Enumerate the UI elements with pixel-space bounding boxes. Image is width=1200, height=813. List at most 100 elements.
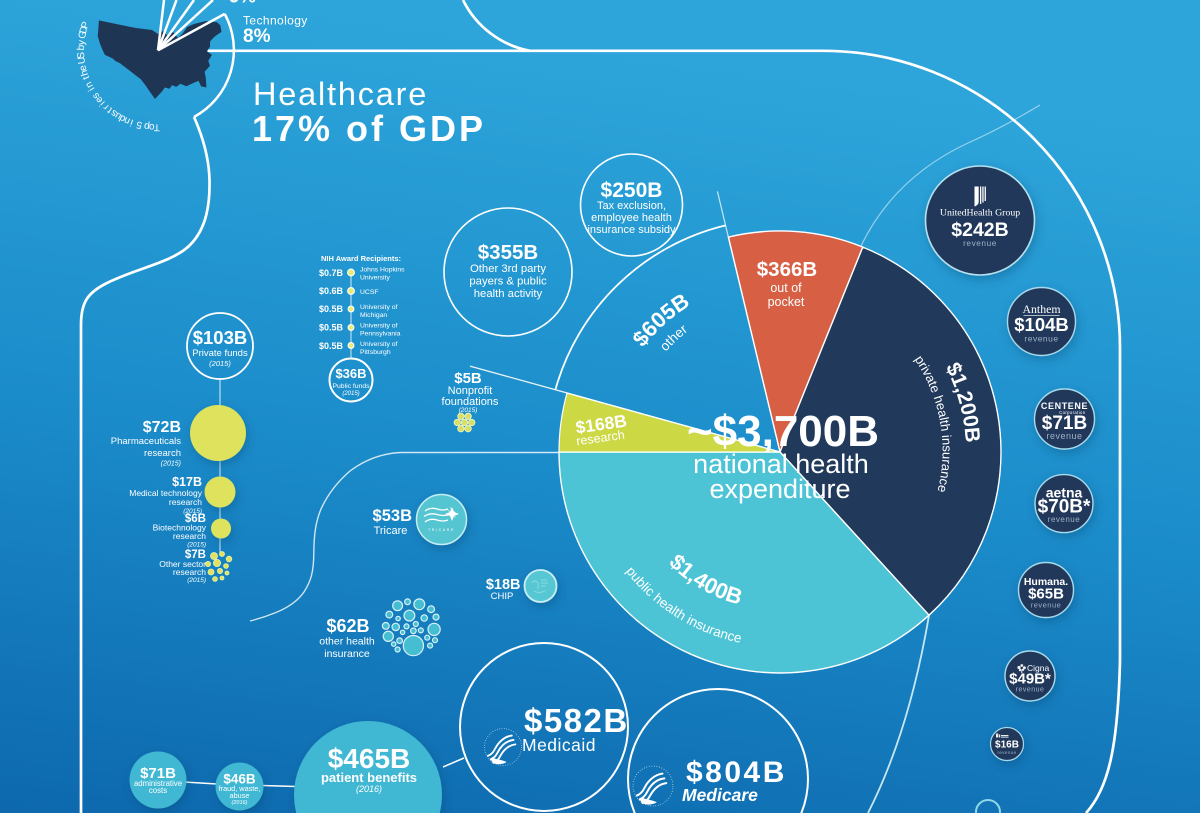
svg-text:$46B: $46B [223, 772, 256, 787]
svg-text:$17B: $17B [172, 475, 202, 489]
svg-text:$49B*: $49B* [1009, 671, 1051, 688]
svg-text:17% of GDP: 17% of GDP [252, 108, 486, 149]
svg-text:University of: University of [360, 341, 398, 348]
svg-text:University of: University of [360, 304, 398, 311]
svg-text:(2015): (2015) [187, 542, 206, 549]
svg-text:NIH Award Recipients:: NIH Award Recipients: [321, 254, 401, 263]
svg-text:$5B: $5B [454, 370, 482, 387]
svg-text:$0.5B: $0.5B [319, 341, 344, 351]
svg-text:$0.6B: $0.6B [319, 286, 344, 296]
svg-text:i: i [98, 99, 107, 108]
svg-text:6%: 6% [229, 0, 257, 8]
svg-text:research: research [575, 428, 625, 449]
svg-text:insurance: insurance [324, 648, 370, 660]
svg-text:p: p [143, 120, 151, 132]
svg-text:s: s [109, 107, 119, 119]
svg-text:Corporation: Corporation [1059, 410, 1086, 415]
svg-text:$62B: $62B [326, 616, 369, 636]
svg-text:patient benefits: patient benefits [321, 770, 417, 785]
svg-text:$6B: $6B [185, 513, 206, 525]
svg-text:Humana.: Humana. [1024, 576, 1068, 588]
svg-text:(2015): (2015) [342, 391, 359, 397]
svg-text:revenue: revenue [1046, 431, 1082, 441]
svg-text:revenue: revenue [963, 239, 997, 248]
svg-text:payers & public: payers & public [469, 276, 547, 288]
svg-text:expenditure: expenditure [709, 474, 850, 504]
svg-text:$72B: $72B [143, 419, 181, 436]
svg-text:TRICARE: TRICARE [428, 528, 455, 532]
svg-text:(2015): (2015) [183, 508, 202, 515]
svg-text:d: d [118, 112, 128, 124]
svg-text:revenue: revenue [1016, 687, 1045, 694]
svg-text:$804B: $804B [686, 756, 787, 789]
svg-text:University: University [360, 275, 390, 282]
svg-text:national health: national health [693, 449, 869, 479]
svg-text:$71B: $71B [140, 765, 176, 782]
svg-text:S: S [76, 51, 87, 59]
svg-text:Nonprofit: Nonprofit [448, 385, 493, 397]
svg-text:Cigna: Cigna [1027, 663, 1049, 673]
svg-text:UCSF: UCSF [360, 289, 379, 296]
svg-text:aetna: aetna [1046, 485, 1083, 501]
svg-text:8%: 8% [243, 26, 271, 47]
svg-text:$242B: $242B [951, 219, 1008, 241]
svg-text:administrative: administrative [134, 779, 182, 788]
svg-text:UnitedHealth Group: UnitedHealth Group [940, 208, 1020, 219]
svg-text:(2015): (2015) [161, 461, 181, 468]
svg-text:b: b [76, 44, 87, 50]
svg-text:employee health: employee health [591, 212, 672, 224]
svg-text:foundations: foundations [442, 396, 499, 408]
svg-text:$582B: $582B [524, 702, 629, 739]
svg-text:costs: costs [149, 786, 167, 795]
svg-text:P: P [79, 20, 92, 30]
svg-text:Tax exclusion,: Tax exclusion, [597, 200, 666, 212]
svg-text:$53B: $53B [373, 507, 413, 525]
svg-text:Medicaid: Medicaid [522, 735, 596, 755]
svg-text:(2015): (2015) [459, 407, 478, 414]
svg-text:t: t [105, 105, 114, 115]
svg-text:$103B: $103B [193, 327, 248, 348]
svg-text:Medical technology: Medical technology [129, 488, 203, 498]
svg-text:D: D [78, 25, 91, 35]
svg-text:pocket: pocket [768, 295, 805, 309]
svg-text:health activity: health activity [474, 288, 543, 300]
svg-text:i: i [87, 85, 98, 92]
svg-text:other health: other health [319, 636, 375, 648]
svg-text:Pennsylvania: Pennsylvania [360, 331, 401, 338]
svg-text:$0.5B: $0.5B [319, 323, 344, 333]
svg-text:CENTENE: CENTENE [1041, 401, 1088, 411]
svg-text:Anthem: Anthem [1022, 302, 1060, 316]
svg-text:fraud, waste,: fraud, waste, [219, 784, 261, 793]
svg-text:CHIP: CHIP [491, 591, 514, 602]
svg-text:Medicare: Medicare [682, 785, 758, 805]
svg-text:revenue: revenue [1024, 334, 1058, 344]
svg-text:abuse: abuse [230, 791, 250, 800]
svg-text:$71B: $71B [1042, 413, 1087, 434]
svg-text:$355B: $355B [478, 241, 538, 264]
svg-text:(2015): (2015) [209, 359, 231, 368]
svg-text:revenue: revenue [1031, 601, 1062, 610]
svg-text:revenue: revenue [997, 750, 1016, 755]
svg-text:i: i [129, 117, 135, 128]
svg-text:research: research [169, 497, 202, 507]
svg-text:$70B*: $70B* [1038, 497, 1091, 518]
svg-text:n: n [122, 114, 132, 126]
svg-text:5: 5 [135, 118, 144, 130]
svg-text:$7B: $7B [185, 549, 206, 561]
svg-text:University of: University of [360, 323, 398, 330]
svg-text:s: s [90, 90, 102, 101]
svg-text:Other sector: Other sector [159, 559, 206, 569]
svg-text:n: n [84, 80, 96, 90]
svg-text:Technology: Technology [243, 14, 308, 28]
svg-text:$0.5B: $0.5B [319, 304, 344, 314]
svg-text:research: research [173, 531, 206, 541]
svg-text:Johns Hopkins: Johns Hopkins [360, 267, 405, 274]
svg-text:Biotechnology: Biotechnology [153, 523, 207, 533]
svg-text:$366B: $366B [757, 258, 817, 281]
svg-text:research: research [173, 567, 206, 577]
svg-text:Pharmaceuticals: Pharmaceuticals [111, 436, 181, 447]
svg-text:Pittsburgh: Pittsburgh [360, 349, 391, 356]
svg-text:$465B: $465B [328, 743, 411, 774]
svg-text:(2016): (2016) [356, 784, 382, 794]
svg-text:$0.7B: $0.7B [319, 268, 344, 278]
